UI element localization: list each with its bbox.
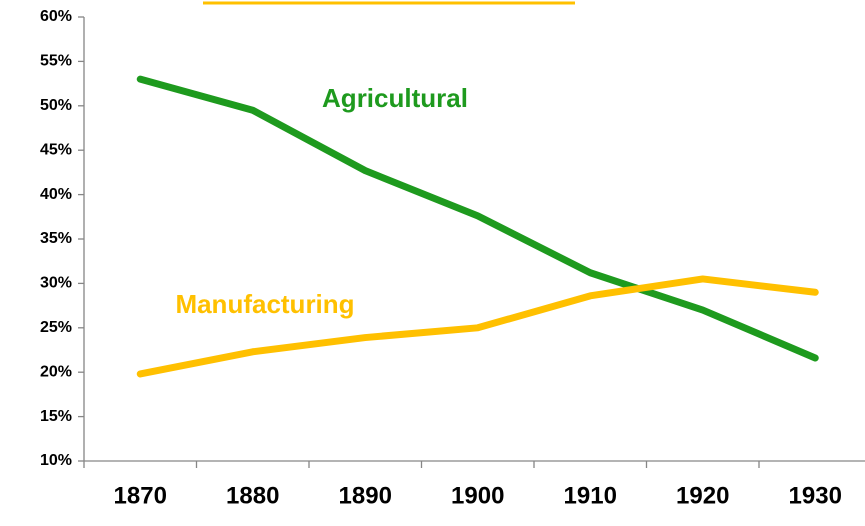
y-tick-label: 40% (40, 186, 72, 203)
y-tick-label: 30% (40, 275, 72, 292)
y-tick-label: 25% (40, 319, 72, 336)
y-tick-label: 55% (40, 53, 72, 70)
y-tick-label: 20% (40, 363, 72, 380)
series-line (136, 275, 819, 378)
x-tick-label: 1930 (789, 482, 842, 509)
x-tick-label: 1880 (226, 482, 279, 509)
y-tick-label: 35% (40, 230, 72, 247)
x-tick-label: 1870 (114, 482, 167, 509)
series-label: Agricultural (322, 83, 468, 113)
series-line (136, 75, 819, 362)
x-tick-label: 1900 (451, 482, 504, 509)
x-tick-label: 1890 (339, 482, 392, 509)
x-tick-label: 1910 (564, 482, 617, 509)
y-tick-label: 15% (40, 408, 72, 425)
y-tick-label: 60% (40, 8, 72, 25)
y-tick-label: 50% (40, 97, 72, 114)
y-tick-label: 45% (40, 141, 72, 158)
series-label: Manufacturing (175, 289, 354, 319)
y-tick-label: 10% (40, 452, 72, 469)
x-tick-label: 1920 (676, 482, 729, 509)
